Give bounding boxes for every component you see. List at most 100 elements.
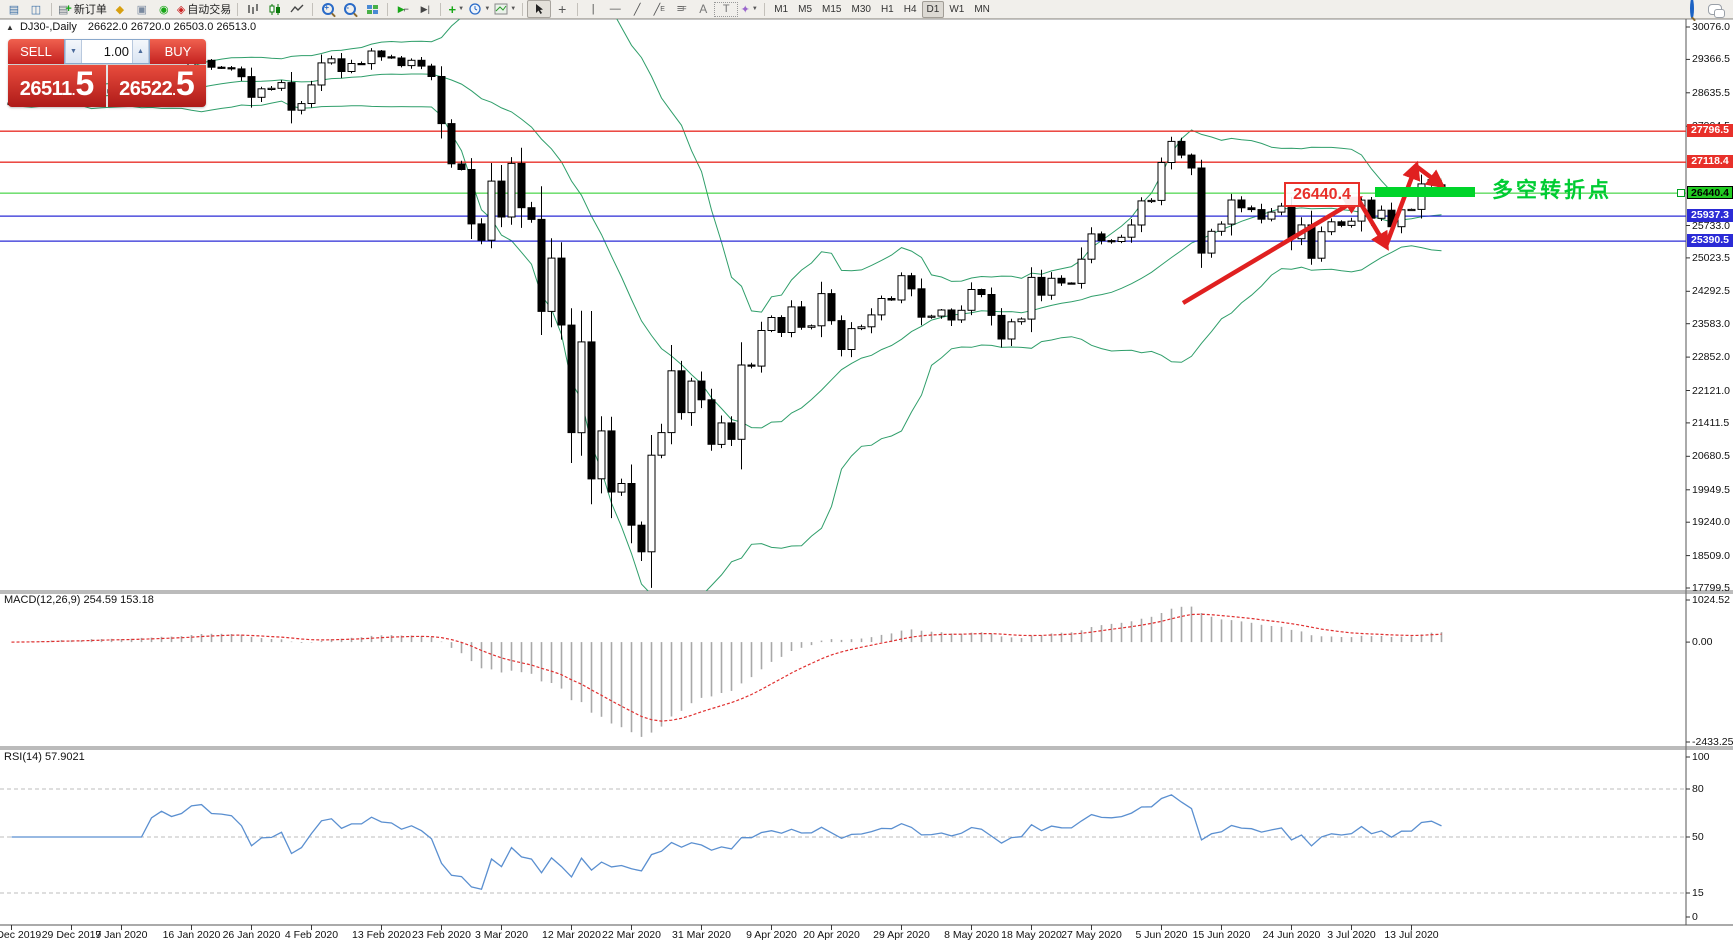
tab-timeframe-mn[interactable]: MN: [974, 3, 990, 15]
vertical-line-icon[interactable]: |: [591, 3, 595, 15]
toolbar-separator: [51, 2, 52, 16]
tab-timeframe-w1[interactable]: W1: [949, 3, 965, 15]
tab-timeframe-m5[interactable]: M5: [798, 3, 813, 15]
buy-price-display[interactable]: 26522. 5: [108, 65, 206, 107]
date-axis-tick: 13 Feb 2020: [352, 929, 411, 941]
volume-value[interactable]: 1.00: [103, 44, 129, 59]
fibo-letter: F: [682, 5, 686, 13]
text-tool-icon[interactable]: A: [699, 2, 708, 16]
arrows-tool-icon[interactable]: ✦ ▼: [740, 3, 758, 16]
zoom-in-icon[interactable]: +: [317, 1, 339, 17]
text-label-tool-icon[interactable]: T: [714, 1, 739, 17]
tab-timeframe-m30[interactable]: M30: [851, 3, 871, 15]
line-chart-mode-icon[interactable]: [286, 1, 308, 17]
channel-letter: E: [660, 5, 665, 13]
rsi-axis-tick: 80: [1692, 783, 1704, 795]
toolbar-separator: [440, 2, 442, 16]
toolbar-separator: [237, 2, 239, 16]
price-annotation-tag[interactable]: 26440.4: [1284, 182, 1360, 207]
symbol-period-label: DJ30-,Daily: [19, 21, 77, 33]
date-axis-tick: 24 Jun 2020: [1262, 929, 1321, 941]
search-icon[interactable]: [1690, 0, 1694, 19]
date-axis-tick: 29 Dec 2019: [41, 929, 102, 941]
tab-timeframe-h1[interactable]: H1: [880, 3, 894, 15]
tab-timeframe-d1[interactable]: D1: [921, 0, 945, 18]
fibonacci-icon[interactable]: ≡ F: [676, 3, 687, 15]
date-axis-tick: 4 Feb 2020: [284, 929, 339, 941]
hline-handle[interactable]: [1677, 189, 1685, 197]
template-glyph: [494, 3, 508, 15]
styles-icon[interactable]: ◆: [115, 3, 125, 16]
sell-price-dot: .: [71, 83, 76, 98]
channel-icon[interactable]: ╱ E: [653, 3, 665, 16]
green-zone-bar[interactable]: [1375, 187, 1475, 197]
price-axis-tick: 17799.5: [1692, 582, 1730, 594]
trendline-icon[interactable]: ╱: [633, 3, 641, 16]
autotrading-label: 自动交易: [187, 4, 232, 16]
bar-chart-mode-icon[interactable]: [242, 1, 264, 17]
price-axis-tick: 29366.5: [1692, 53, 1730, 66]
periods-icon[interactable]: ▼: [467, 1, 492, 17]
zoom-out-icon[interactable]: -: [339, 1, 361, 17]
one-click-trading-panel: SELL ▼ 1.00 ▲ BUY 26511. 5 26522. 5: [8, 39, 206, 107]
autotrading-icon: ◈: [176, 3, 186, 16]
signals-icon[interactable]: ◉: [159, 3, 169, 16]
templates-icon[interactable]: ▼: [492, 1, 518, 17]
price-axis-tick: 21411.5: [1692, 416, 1730, 429]
price-level-tag: 25390.5: [1687, 234, 1733, 248]
price-level-tag: 27118.4: [1687, 155, 1733, 169]
volume-increase-button[interactable]: ▲: [132, 40, 149, 63]
macd-axis-tick: 0.00: [1692, 636, 1713, 649]
indicators-icon[interactable]: + ▼: [448, 1, 465, 17]
rsi-label: RSI(14) 57.9021: [4, 751, 85, 763]
date-axis-tick: 5 Jun 2020: [1135, 929, 1188, 941]
crosshair-icon[interactable]: +: [558, 1, 567, 17]
date-axis-tick: 20 Apr 2020: [803, 929, 860, 941]
chart-shift-icon[interactable]: ▶|: [420, 3, 430, 14]
turning-point-note[interactable]: 多空转折点: [1492, 179, 1612, 202]
date-axis-tick: 7 Jan 2020: [95, 929, 148, 941]
toolbar-separator: [387, 2, 389, 16]
sell-button[interactable]: SELL: [8, 39, 64, 64]
autotrading-button[interactable]: ◈ 自动交易: [175, 1, 233, 17]
collapse-triangle-icon[interactable]: ▲: [6, 23, 14, 32]
new-order-button[interactable]: ▤ + 新订单: [56, 1, 109, 17]
clock-glyph: [469, 2, 481, 15]
horizontal-line-icon[interactable]: —: [609, 3, 621, 15]
new-order-plus-icon: +: [65, 3, 72, 15]
date-axis-tick: 9 Apr 2020: [746, 929, 797, 941]
price-axis-tick: 22121.0: [1692, 384, 1730, 397]
price-axis-tick: 19240.0: [1692, 516, 1730, 529]
date-axis-tick: 19 Dec 2019: [0, 929, 42, 941]
price-axis-tick: 28635.5: [1692, 86, 1730, 99]
macd-axis-tick: -2433.25: [1692, 736, 1733, 748]
candlestick-glyph: [269, 3, 281, 15]
volume-decrease-button[interactable]: ▼: [65, 40, 82, 63]
profiles-icon[interactable]: ◫: [30, 3, 42, 16]
new-chart-icon[interactable]: ▤: [8, 3, 20, 16]
chat-icon[interactable]: [1708, 3, 1725, 18]
buy-button[interactable]: BUY: [150, 39, 206, 64]
candlestick-mode-icon[interactable]: [264, 1, 286, 17]
rsi-axis-tick: 15: [1692, 887, 1704, 899]
line-chart-glyph: [290, 4, 304, 13]
publisher-icon[interactable]: ▣: [136, 3, 148, 16]
autoscroll-icon[interactable]: ▶ ⌐: [397, 3, 409, 15]
tab-timeframe-h4[interactable]: H4: [903, 3, 917, 15]
date-axis-tick: 18 May 2020: [1001, 929, 1062, 941]
new-order-icon: ▤: [58, 3, 69, 16]
toolbar-separator: [577, 2, 579, 16]
sell-price-display[interactable]: 26511. 5: [8, 65, 106, 107]
date-axis-tick: 8 May 2020: [944, 929, 999, 941]
cursor-icon[interactable]: [527, 0, 552, 18]
date-axis-tick: 27 May 2020: [1061, 929, 1122, 941]
tab-timeframe-m1[interactable]: M1: [774, 3, 789, 15]
new-order-label: 新订单: [73, 4, 107, 16]
pointer-glyph: [536, 4, 544, 14]
macd-label: MACD(12,26,9) 254.59 153.18: [4, 594, 154, 606]
tab-timeframe-m15[interactable]: M15: [822, 3, 842, 15]
tile-windows-icon[interactable]: [361, 1, 383, 17]
